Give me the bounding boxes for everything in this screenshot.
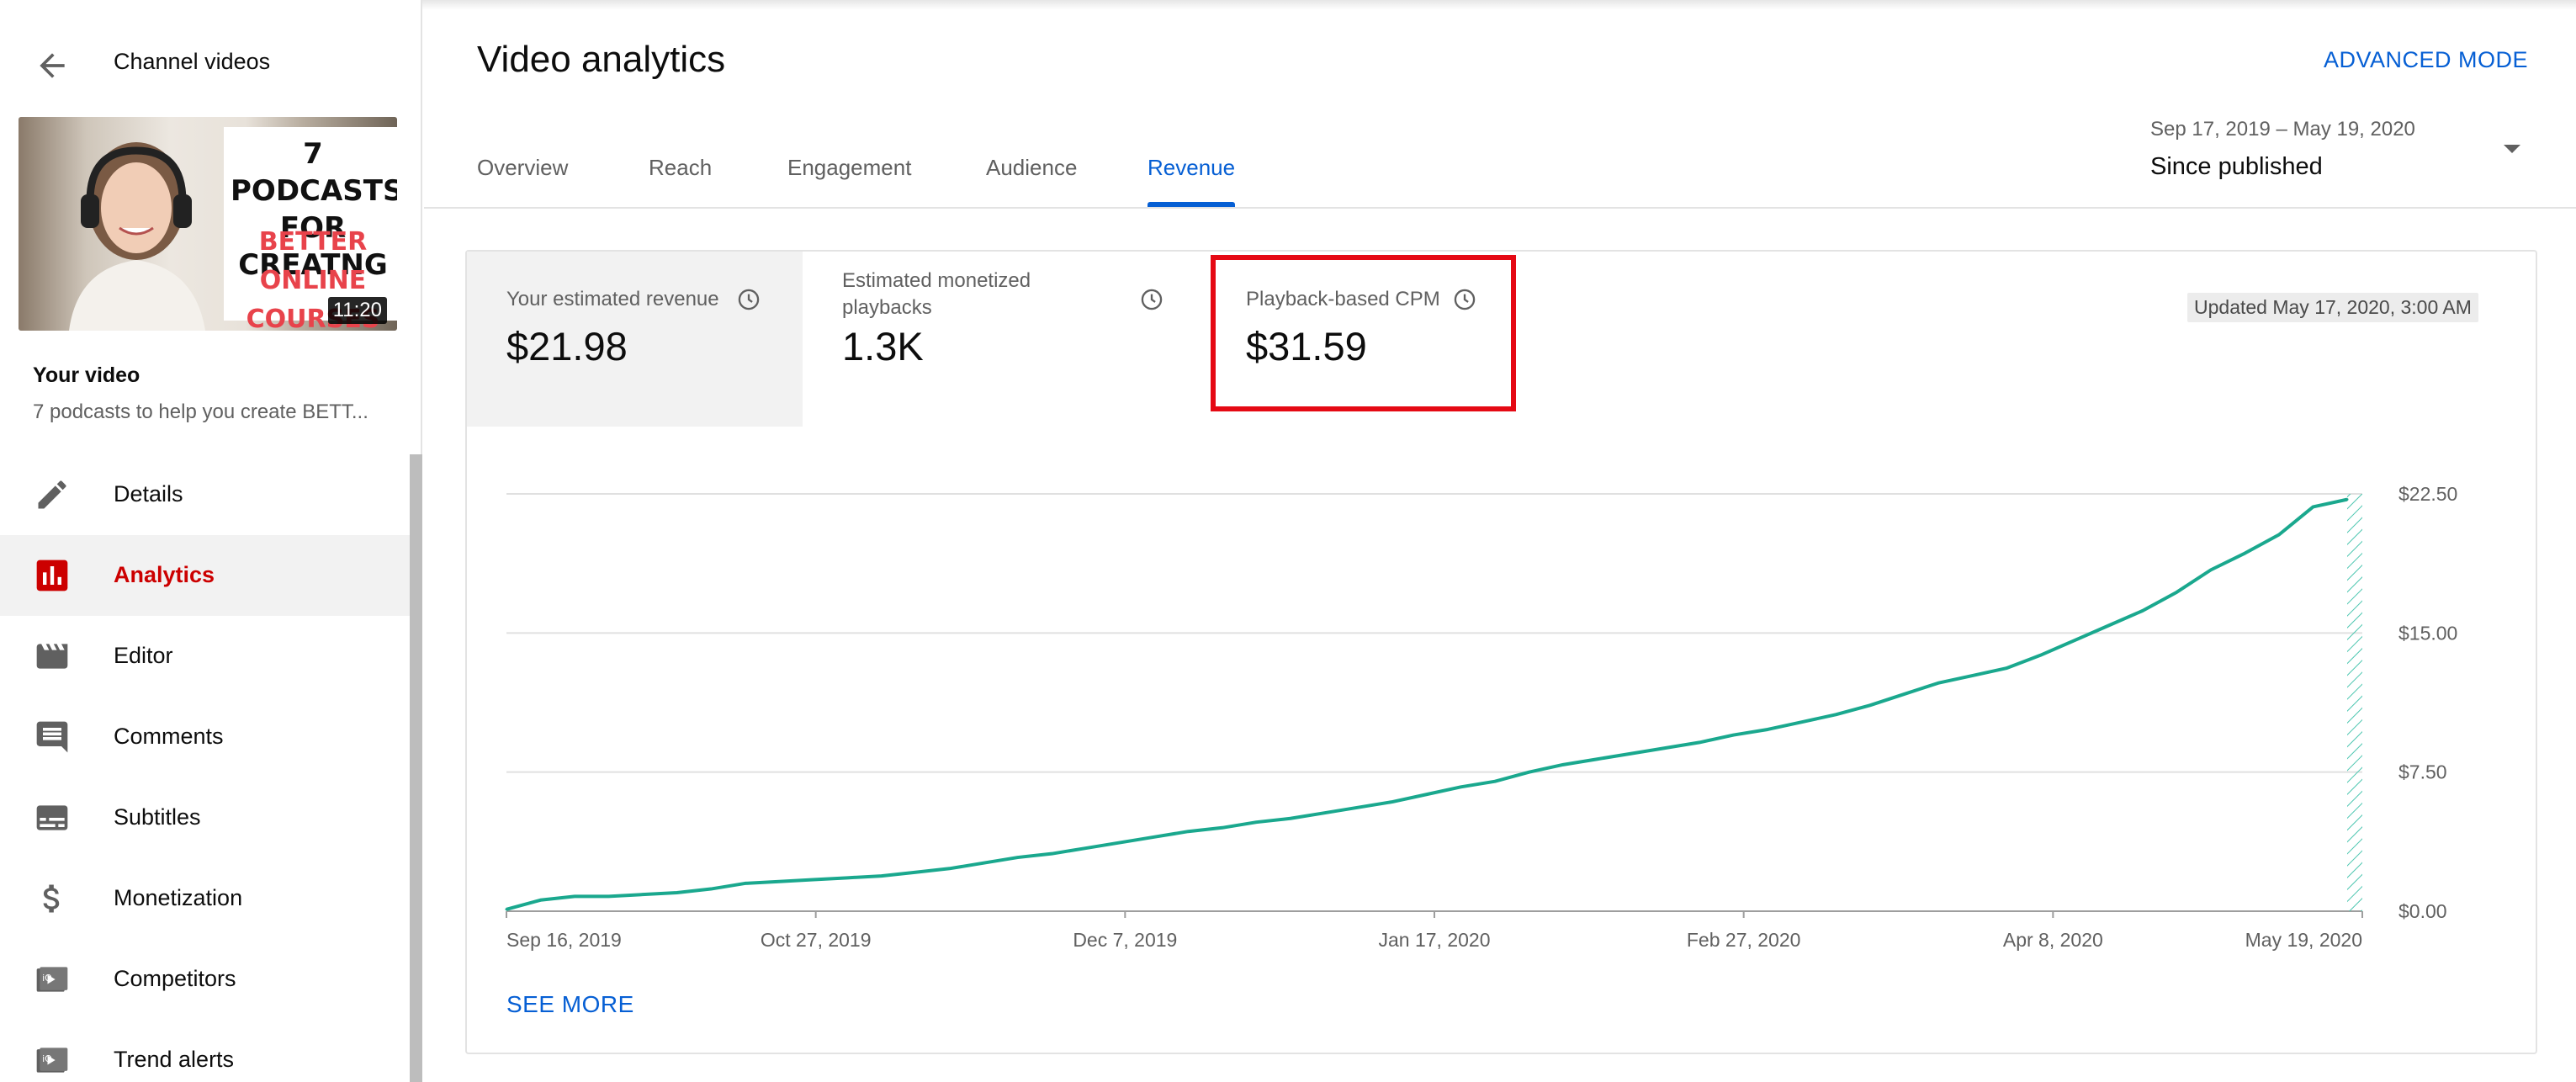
sidebar-item-editor[interactable]: Editor (0, 616, 410, 697)
metric-label: Estimated monetized playbacks (842, 269, 1031, 319)
top-shadow (0, 0, 2576, 10)
analytics-icon (34, 557, 71, 594)
tab-overview[interactable]: Overview (477, 155, 569, 180)
date-range-selector[interactable]: Since published (2150, 153, 2323, 180)
page-title: Video analytics (477, 39, 726, 80)
sidebar-item-monetization[interactable]: Monetization (0, 858, 410, 939)
sidebar: Channel videos 7 PODCASTS FOR CREATNG BE… (0, 0, 422, 1082)
sidebar-item-details[interactable]: Details (0, 454, 410, 535)
see-more-button[interactable]: SEE MORE (506, 991, 634, 1017)
metric-label: Playback-based CPM (1246, 288, 1440, 310)
sidebar-item-competitors[interactable]: iQ Competitors (0, 939, 410, 1020)
video-title: 7 podcasts to help you create BETT... (33, 400, 368, 423)
metric-value: $31.59 (1246, 324, 1367, 369)
back-to-channel-videos[interactable]: Channel videos (114, 49, 271, 74)
advanced-mode-button[interactable]: ADVANCED MODE (2324, 47, 2529, 72)
sidebar-item-label: Details (114, 481, 183, 507)
subtitles-icon (34, 799, 71, 836)
sidebar-item-label: Subtitles (114, 804, 201, 830)
metric-label: Your estimated revenue (506, 288, 719, 310)
active-tab-indicator (1148, 202, 1235, 207)
sidebar-item-label: Comments (114, 724, 224, 749)
date-range-dates[interactable]: Sep 17, 2019 – May 19, 2020 (2150, 118, 2415, 141)
sidebar-item-trend-alerts[interactable]: iQ Trend alerts (0, 1020, 410, 1082)
updated-timestamp: Updated May 17, 2020, 3:00 AM (2187, 293, 2478, 322)
sidebar-item-comments[interactable]: Comments (0, 697, 410, 777)
cpm-highlight-box (1211, 255, 1516, 411)
clapperboard-icon (34, 638, 71, 675)
clock-icon[interactable] (737, 288, 761, 311)
sidebar-item-label: Editor (114, 643, 173, 668)
tab-audience[interactable]: Audience (986, 155, 1078, 180)
thumbnail-text-panel (224, 127, 397, 321)
sidebar-scrollbar[interactable] (410, 454, 422, 1082)
pencil-icon (34, 476, 71, 513)
sidebar-item-label: Trend alerts (114, 1047, 235, 1072)
video-thumbnail[interactable]: 7 PODCASTS FOR CREATNG BETTER ONLINE COU… (19, 117, 397, 331)
comment-icon (34, 719, 71, 756)
metric-value: $21.98 (506, 324, 628, 369)
svg-text:iQ: iQ (42, 1053, 52, 1064)
metric-estimated-revenue[interactable] (467, 252, 803, 427)
competitors-icon: iQ (34, 961, 71, 998)
sidebar-item-subtitles[interactable]: Subtitles (0, 777, 410, 858)
thumbnail-accent-text: BETTER ONLINE COURSES (246, 227, 380, 331)
tab-engagement[interactable]: Engagement (787, 155, 912, 180)
video-duration: 11:20 (327, 297, 387, 324)
tab-revenue[interactable]: Revenue (1148, 155, 1236, 180)
metric-value: 1.3K (842, 324, 924, 369)
your-video-label: Your video (33, 363, 140, 387)
trend-alerts-icon: iQ (34, 1042, 71, 1079)
clock-icon[interactable] (1453, 288, 1476, 311)
svg-text:iQ: iQ (42, 973, 52, 984)
sidebar-item-label: Competitors (114, 966, 236, 991)
back-arrow-icon[interactable] (34, 47, 71, 84)
sidebar-item-label: Analytics (114, 562, 215, 587)
dropdown-caret-icon[interactable] (2502, 143, 2522, 155)
sidebar-item-analytics[interactable]: Analytics (0, 535, 410, 616)
dollar-icon (34, 880, 71, 917)
tab-reach[interactable]: Reach (649, 155, 713, 180)
thumbnail-person-image (69, 142, 205, 331)
thumbnail-title: 7 PODCASTS FOR CREATNG (231, 137, 397, 282)
tabs-divider (424, 207, 2576, 209)
sidebar-item-label: Monetization (114, 885, 243, 910)
clock-icon[interactable] (1140, 288, 1163, 311)
